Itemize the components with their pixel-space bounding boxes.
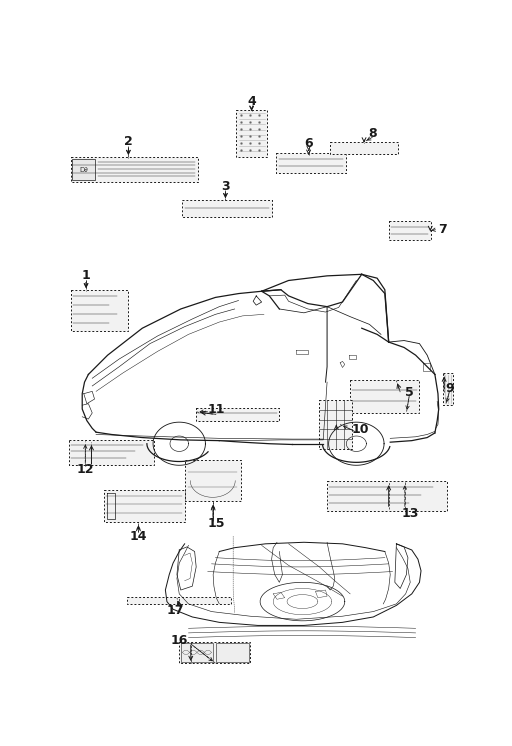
Text: D∂: D∂	[79, 166, 88, 172]
Text: 7: 7	[438, 223, 447, 236]
Text: 12: 12	[77, 463, 94, 477]
Bar	[179, 642, 250, 663]
Bar	[72, 159, 95, 181]
Bar	[71, 290, 129, 330]
Bar	[216, 643, 248, 662]
Text: 9: 9	[445, 382, 454, 395]
Bar	[319, 400, 352, 449]
Bar	[330, 142, 398, 154]
Bar	[181, 643, 213, 662]
Text: 14: 14	[130, 530, 147, 542]
Bar	[442, 373, 453, 405]
Text: 16: 16	[170, 634, 188, 648]
Text: 11: 11	[207, 404, 225, 416]
Bar	[196, 407, 280, 421]
Text: 6: 6	[304, 137, 313, 150]
Text: 8: 8	[368, 127, 377, 140]
Text: 3: 3	[221, 180, 230, 193]
Text: 4: 4	[247, 95, 256, 107]
Bar	[236, 110, 267, 157]
Bar	[69, 440, 154, 465]
Text: 5: 5	[405, 386, 414, 398]
Bar	[104, 490, 185, 522]
Bar	[182, 201, 272, 216]
Bar	[327, 480, 447, 512]
Bar	[127, 597, 231, 604]
Text: 1: 1	[82, 269, 91, 282]
Bar	[71, 157, 198, 182]
Bar	[389, 222, 431, 240]
Text: 10: 10	[351, 422, 369, 436]
Bar	[350, 380, 419, 413]
Text: 15: 15	[207, 517, 225, 530]
Bar	[276, 154, 346, 172]
Text: 13: 13	[401, 507, 419, 519]
Bar	[185, 460, 241, 501]
Text: 2: 2	[124, 135, 133, 148]
Text: 17: 17	[166, 604, 184, 616]
